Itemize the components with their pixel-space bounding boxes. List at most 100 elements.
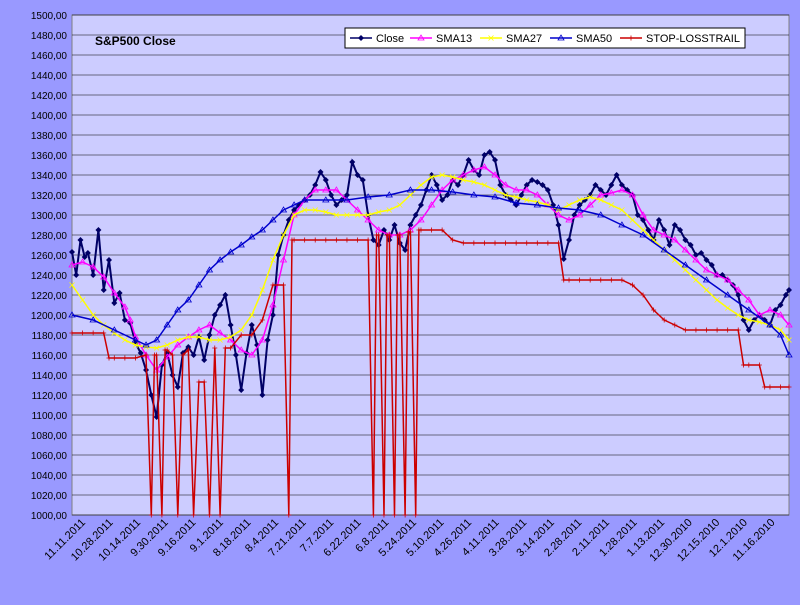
series-sma13 bbox=[68, 163, 793, 373]
data-point bbox=[89, 316, 97, 323]
data-point bbox=[554, 211, 563, 218]
data-point bbox=[533, 191, 542, 198]
data-point bbox=[438, 186, 446, 193]
data-point bbox=[317, 169, 324, 175]
data-point bbox=[81, 254, 88, 260]
data-point bbox=[512, 186, 520, 193]
data-point bbox=[143, 352, 149, 358]
data-point bbox=[407, 192, 414, 198]
data-point bbox=[714, 327, 720, 333]
data-point bbox=[766, 321, 774, 328]
data-point bbox=[618, 182, 625, 188]
data-point bbox=[121, 317, 128, 323]
data-point bbox=[534, 240, 540, 246]
data-point bbox=[629, 217, 636, 223]
data-point bbox=[544, 187, 551, 193]
data-point bbox=[126, 316, 134, 323]
data-point bbox=[386, 207, 393, 213]
data-point bbox=[169, 352, 175, 358]
data-point bbox=[185, 334, 192, 340]
data-point bbox=[529, 177, 536, 183]
data-point bbox=[370, 237, 377, 243]
y-tick-label: 1280,00 bbox=[31, 231, 68, 242]
data-point bbox=[131, 333, 140, 340]
data-point bbox=[354, 172, 361, 178]
data-point bbox=[281, 282, 287, 288]
y-tick-label: 1080,00 bbox=[31, 431, 68, 442]
data-point bbox=[429, 227, 435, 233]
y-tick-label: 1120,00 bbox=[32, 391, 68, 402]
data-point bbox=[723, 276, 732, 283]
data-point bbox=[248, 351, 256, 358]
data-point bbox=[154, 352, 160, 358]
data-point bbox=[608, 182, 615, 188]
data-point bbox=[439, 197, 446, 203]
data-point bbox=[69, 282, 75, 288]
data-point bbox=[322, 186, 330, 193]
data-point bbox=[417, 34, 425, 41]
data-point bbox=[481, 152, 488, 158]
data-point bbox=[444, 192, 451, 198]
data-point bbox=[735, 292, 742, 298]
data-point bbox=[344, 212, 350, 218]
data-point bbox=[227, 322, 234, 328]
data-point bbox=[557, 34, 565, 41]
data-point bbox=[227, 334, 234, 340]
data-point bbox=[226, 248, 235, 255]
data-point bbox=[333, 202, 340, 208]
y-tick-label: 1060,00 bbox=[31, 451, 68, 462]
data-point bbox=[402, 247, 409, 253]
data-point bbox=[640, 292, 646, 298]
data-point bbox=[655, 217, 662, 223]
data-point bbox=[174, 341, 182, 348]
data-point bbox=[132, 342, 139, 348]
data-point bbox=[78, 258, 87, 265]
data-point bbox=[671, 236, 679, 243]
data-point bbox=[142, 341, 150, 348]
data-point bbox=[332, 186, 341, 193]
data-point bbox=[270, 282, 276, 288]
data-point bbox=[454, 182, 461, 188]
data-point bbox=[333, 212, 340, 218]
data-point bbox=[597, 191, 605, 198]
data-point bbox=[101, 330, 107, 336]
data-point bbox=[353, 206, 362, 213]
data-point bbox=[449, 176, 457, 183]
data-point bbox=[597, 187, 604, 193]
data-point bbox=[259, 287, 266, 293]
data-point bbox=[734, 286, 742, 293]
data-point bbox=[492, 240, 498, 246]
legend bbox=[344, 27, 746, 49]
y-tick-label: 1040,00 bbox=[31, 471, 68, 482]
data-point bbox=[148, 512, 154, 518]
data-point bbox=[651, 307, 657, 313]
data-point bbox=[152, 336, 161, 343]
data-point bbox=[153, 345, 160, 351]
data-point bbox=[163, 321, 171, 328]
data-point bbox=[259, 392, 266, 398]
data-point bbox=[786, 384, 792, 390]
data-point bbox=[322, 177, 329, 183]
data-point bbox=[533, 201, 542, 208]
data-point bbox=[417, 202, 424, 208]
data-point bbox=[439, 172, 445, 178]
data-point bbox=[84, 250, 91, 256]
series-sma50 bbox=[68, 186, 793, 358]
data-point bbox=[217, 512, 223, 518]
data-point bbox=[523, 197, 530, 203]
data-point bbox=[376, 232, 382, 238]
data-point bbox=[682, 237, 689, 243]
data-point bbox=[100, 287, 107, 293]
data-point bbox=[554, 204, 563, 211]
data-point bbox=[785, 321, 793, 328]
data-point bbox=[782, 292, 789, 298]
data-point bbox=[713, 271, 721, 278]
data-point bbox=[693, 277, 699, 283]
data-point bbox=[565, 216, 573, 223]
data-point bbox=[566, 202, 572, 208]
data-point bbox=[459, 171, 467, 178]
data-point bbox=[175, 512, 181, 518]
data-point bbox=[703, 287, 710, 293]
y-tick-label: 1160,00 bbox=[32, 351, 68, 362]
